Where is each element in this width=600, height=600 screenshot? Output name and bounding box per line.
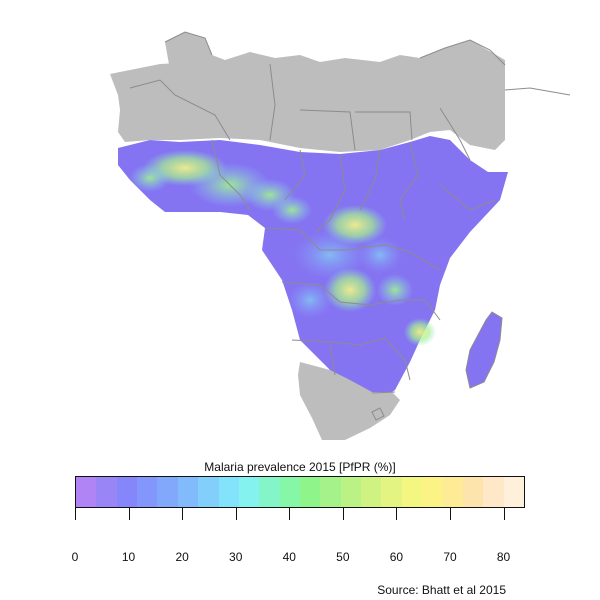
africa-prevalence-map xyxy=(110,31,571,440)
color-scale-axis: 0 10 20 30 40 50 60 70 80 xyxy=(72,508,525,564)
color-scale-segment xyxy=(157,477,178,507)
scale-tick xyxy=(235,508,237,520)
scale-tick-label: 50 xyxy=(336,550,350,564)
color-scale-segment xyxy=(259,477,280,507)
scale-tick-label: 20 xyxy=(175,550,189,564)
color-scale-segment xyxy=(177,477,199,507)
scale-tick-label: 70 xyxy=(443,550,457,564)
north-africa-landmass xyxy=(110,62,505,152)
scale-tick-label: 30 xyxy=(229,550,243,564)
scale-tick xyxy=(450,508,451,520)
color-scale-segment xyxy=(299,477,321,507)
color-scale-segment xyxy=(442,477,463,507)
southern-africa-landmass xyxy=(298,362,400,440)
scale-tick-label: 40 xyxy=(282,550,296,564)
color-scale-segment xyxy=(238,477,260,507)
legend-title: Malaria prevalence 2015 [PfPR (%)] xyxy=(204,460,396,474)
madagascar xyxy=(465,311,503,389)
color-scale-segment xyxy=(503,477,524,507)
scale-tick-label: 80 xyxy=(496,550,511,564)
scale-tick xyxy=(342,508,344,520)
color-scale-segment xyxy=(381,477,402,507)
scale-tick xyxy=(128,508,130,520)
high-prevalence-areas xyxy=(130,150,436,346)
color-scale-segment xyxy=(462,477,484,507)
color-scale-segment xyxy=(320,477,341,507)
color-scale-segment xyxy=(483,477,504,507)
scale-tick-label: 10 xyxy=(121,550,136,564)
color-scale-segment xyxy=(137,477,158,507)
color-scale-segment xyxy=(340,477,362,507)
scale-tick xyxy=(503,508,505,520)
color-scale-segment xyxy=(422,477,443,507)
scale-tick xyxy=(396,508,398,520)
scale-tick-label: 60 xyxy=(389,550,404,564)
color-scale-segment xyxy=(116,477,138,507)
color-scale-segment xyxy=(198,477,219,507)
color-scale-segment xyxy=(96,477,117,507)
color-scale-segment xyxy=(76,477,97,507)
color-scale-segment xyxy=(279,477,300,507)
color-scale-segment xyxy=(218,477,239,507)
scale-tick xyxy=(75,508,76,520)
scale-tick-label: 0 xyxy=(71,550,79,564)
color-scale-bar xyxy=(75,476,525,508)
scale-tick xyxy=(289,508,291,520)
color-scale-segment xyxy=(361,477,382,507)
country-borders xyxy=(129,31,571,421)
color-scale-segment xyxy=(401,477,423,507)
scale-tick xyxy=(182,508,184,520)
source-credit: Source: Bhatt et al 2015 xyxy=(377,583,506,597)
